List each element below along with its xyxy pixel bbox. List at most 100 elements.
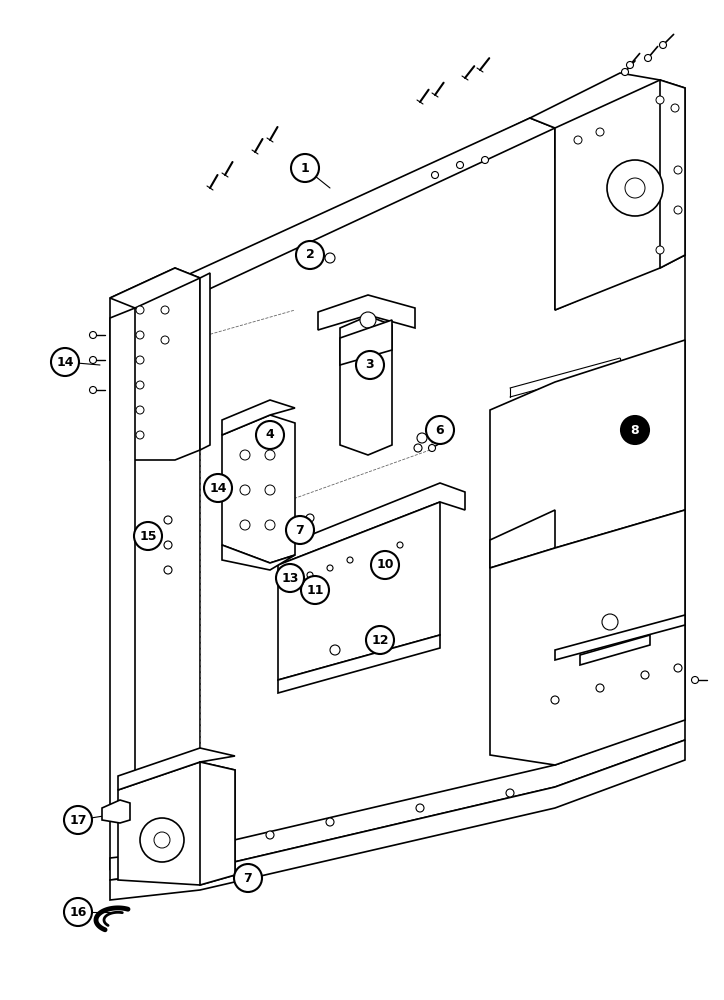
Circle shape <box>211 838 219 846</box>
Circle shape <box>136 331 144 339</box>
Circle shape <box>347 557 353 563</box>
Polygon shape <box>660 80 685 268</box>
Circle shape <box>330 645 340 655</box>
Circle shape <box>291 154 319 182</box>
Polygon shape <box>200 273 210 450</box>
Text: 4: 4 <box>266 428 274 442</box>
Circle shape <box>136 356 144 364</box>
Circle shape <box>136 306 144 314</box>
Polygon shape <box>110 268 200 460</box>
Circle shape <box>256 421 284 449</box>
Circle shape <box>596 684 604 692</box>
Circle shape <box>426 416 454 444</box>
Circle shape <box>414 444 422 452</box>
Text: 11: 11 <box>306 584 324 596</box>
Circle shape <box>240 485 250 495</box>
Polygon shape <box>222 400 295 435</box>
Text: 14: 14 <box>56 356 74 368</box>
Circle shape <box>134 522 162 550</box>
Circle shape <box>164 516 172 524</box>
Circle shape <box>356 351 384 379</box>
Circle shape <box>265 485 275 495</box>
Polygon shape <box>110 718 685 880</box>
Polygon shape <box>222 545 295 570</box>
Polygon shape <box>490 510 685 765</box>
Circle shape <box>432 172 439 178</box>
Polygon shape <box>555 80 685 310</box>
Circle shape <box>64 806 92 834</box>
Circle shape <box>301 576 329 604</box>
Polygon shape <box>110 308 135 870</box>
Text: 8: 8 <box>631 424 639 436</box>
Text: 15: 15 <box>139 530 157 542</box>
Circle shape <box>164 541 172 549</box>
Circle shape <box>161 306 169 314</box>
Circle shape <box>234 864 262 892</box>
Circle shape <box>671 104 679 112</box>
Polygon shape <box>148 305 175 318</box>
Circle shape <box>660 41 667 48</box>
Polygon shape <box>148 118 555 305</box>
Circle shape <box>371 551 399 579</box>
Polygon shape <box>278 502 440 680</box>
Circle shape <box>691 676 699 684</box>
Circle shape <box>621 68 628 76</box>
Text: 2: 2 <box>306 248 314 261</box>
Text: 3: 3 <box>366 359 374 371</box>
Circle shape <box>154 832 170 848</box>
Circle shape <box>574 136 582 144</box>
Circle shape <box>136 381 144 389</box>
Circle shape <box>360 312 376 328</box>
Circle shape <box>216 838 224 846</box>
Circle shape <box>132 796 138 804</box>
Circle shape <box>596 128 604 136</box>
Circle shape <box>644 54 652 62</box>
Circle shape <box>240 520 250 530</box>
Circle shape <box>621 416 649 444</box>
Circle shape <box>132 854 138 861</box>
Circle shape <box>656 246 664 254</box>
Circle shape <box>551 696 559 704</box>
Circle shape <box>64 898 92 926</box>
Circle shape <box>366 626 394 654</box>
Circle shape <box>166 848 174 856</box>
Circle shape <box>325 253 335 263</box>
Circle shape <box>506 789 514 797</box>
Circle shape <box>90 386 96 393</box>
Polygon shape <box>148 293 175 318</box>
Polygon shape <box>580 635 650 665</box>
Text: 7: 7 <box>295 524 304 536</box>
Circle shape <box>602 614 618 630</box>
Circle shape <box>327 565 333 571</box>
Circle shape <box>265 520 275 530</box>
Circle shape <box>307 572 313 578</box>
Circle shape <box>674 206 682 214</box>
Circle shape <box>656 96 664 104</box>
Circle shape <box>626 62 634 68</box>
Text: 10: 10 <box>376 558 394 572</box>
Circle shape <box>290 523 300 533</box>
Circle shape <box>90 357 96 363</box>
Circle shape <box>136 431 144 439</box>
Polygon shape <box>200 118 685 858</box>
Polygon shape <box>530 73 660 158</box>
Circle shape <box>182 846 188 854</box>
Polygon shape <box>222 415 295 563</box>
Circle shape <box>417 433 427 443</box>
Text: 17: 17 <box>70 814 87 826</box>
Circle shape <box>204 474 232 502</box>
Circle shape <box>326 818 334 826</box>
Circle shape <box>177 788 183 796</box>
Circle shape <box>397 542 403 548</box>
Polygon shape <box>340 320 392 365</box>
Polygon shape <box>200 762 235 885</box>
Circle shape <box>674 166 682 174</box>
Polygon shape <box>490 340 685 568</box>
Circle shape <box>164 566 172 574</box>
Polygon shape <box>278 483 465 565</box>
Circle shape <box>296 241 324 269</box>
Circle shape <box>416 804 424 812</box>
Circle shape <box>51 348 79 376</box>
Text: 13: 13 <box>282 572 299 584</box>
Text: 14: 14 <box>209 482 227 494</box>
